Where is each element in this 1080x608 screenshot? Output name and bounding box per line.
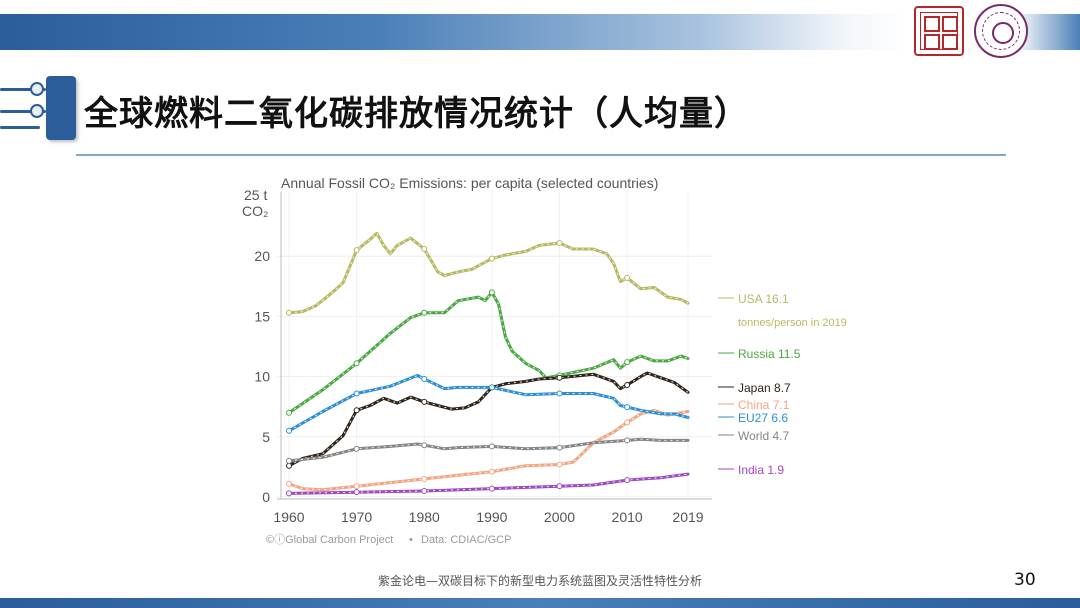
series-point-usa [556, 239, 563, 246]
series-point-india [286, 490, 292, 497]
series-point-world [286, 457, 292, 464]
credit-data: Data: CDIAC/GCP [421, 534, 511, 546]
series-point-usa [421, 245, 428, 252]
series-point-usa [488, 255, 495, 262]
credit-separator: • [409, 534, 413, 546]
series [286, 231, 690, 497]
series-point-japan [286, 462, 292, 469]
series-point-japan [353, 407, 360, 414]
series-point-world [353, 445, 360, 452]
series-point-china [286, 480, 292, 487]
title-decoration-icon [0, 74, 78, 142]
seal-logo [914, 6, 964, 56]
series-point-russia [286, 409, 292, 416]
y-tick-label: 15 [254, 308, 270, 324]
page-number: 30 [1014, 570, 1036, 590]
series-labels: USA 16.1 tonnes/person in 2019 Russia 11.5… [718, 292, 847, 477]
series-point-usa [286, 309, 292, 316]
y-axis-unit-line1: 25 t [244, 187, 267, 203]
x-tick-label: 2000 [544, 509, 575, 525]
x-tick-label: 1960 [273, 509, 304, 525]
series-point-world [421, 442, 428, 449]
series-point-eu27 [556, 390, 563, 397]
header-bar [0, 14, 1080, 50]
series-sublabel-usa: tonnes/person in 2019 [738, 317, 847, 329]
series-point-russia [421, 309, 428, 316]
title-divider [76, 154, 1006, 156]
series-line-highlight-russia [288, 291, 689, 414]
series-point-eu27 [624, 404, 631, 411]
y-axis-unit-line2: CO₂ [242, 203, 268, 219]
series-point-usa [353, 247, 360, 254]
series-point-world [556, 444, 563, 451]
university-emblem-logo [974, 4, 1028, 58]
series-point-china [624, 419, 631, 426]
series-label-china: China 7.1 [738, 398, 790, 412]
series-point-world [488, 443, 495, 450]
page-title: 全球燃料二氧化碳排放情况统计（人均量） [84, 94, 749, 134]
series-point-eu27 [286, 427, 292, 434]
series-line-highlight-usa [288, 232, 689, 314]
series-line-usa [287, 231, 690, 315]
series-point-india [421, 487, 428, 494]
series-point-japan [421, 398, 428, 405]
x-tick-label: 1970 [341, 509, 372, 525]
x-tick-label: 1990 [476, 509, 507, 525]
credit-source: ©ⓘGlobal Carbon Project [266, 533, 393, 546]
series-label-japan: Japan 8.7 [738, 381, 791, 395]
series-point-japan [556, 374, 563, 381]
series-point-russia [353, 360, 360, 367]
grid [277, 190, 712, 498]
series-point-russia [624, 359, 631, 366]
chart-title: Annual Fossil CO₂ Emissions: per capita … [281, 175, 658, 191]
series-label-world: World 4.7 [738, 429, 789, 443]
series-point-india [353, 489, 360, 496]
y-tick-label: 10 [254, 369, 270, 385]
series-line-india [287, 472, 690, 495]
footer-bar [0, 598, 1080, 608]
series-point-usa [624, 274, 631, 281]
series-point-china [421, 475, 428, 482]
series-line-highlight-japan [288, 372, 689, 467]
x-tick-label: 2010 [612, 509, 643, 525]
series-point-world [624, 437, 631, 444]
series-point-china [488, 468, 495, 475]
series-point-eu27 [488, 384, 495, 391]
y-tick-label: 0 [262, 489, 270, 505]
series-label-usa: USA 16.1 [738, 292, 789, 306]
footer-text: 紫金论电—双碳目标下的新型电力系统蓝图及灵活性特性分析 [377, 574, 702, 588]
series-line-russia [287, 290, 690, 415]
x-tick-label: 1980 [409, 509, 440, 525]
series-point-china [556, 461, 563, 468]
series-line-highlight-india [288, 473, 689, 494]
series-point-india [556, 483, 563, 490]
series-point-eu27 [421, 376, 428, 383]
y-tick-label: 5 [262, 429, 270, 445]
series-line-highlight-eu27 [288, 374, 689, 432]
y-tick-label: 20 [254, 248, 270, 264]
series-point-india [488, 485, 495, 492]
series-point-china [353, 483, 360, 490]
series-label-russia: Russia 11.5 [738, 347, 801, 361]
series-point-japan [624, 382, 631, 389]
x-tick-label: 2019 [672, 509, 703, 525]
series-label-eu27: EU27 6.6 [738, 411, 788, 425]
series-line-highlight-world [288, 438, 688, 462]
series-point-eu27 [353, 390, 360, 397]
axes: 0 5 10 15 20 1960 1970 1980 1990 2000 2010 2019 [254, 192, 712, 525]
series-point-russia [488, 289, 495, 296]
series-label-india: India 1.9 [738, 463, 784, 477]
series-point-india [624, 477, 631, 484]
